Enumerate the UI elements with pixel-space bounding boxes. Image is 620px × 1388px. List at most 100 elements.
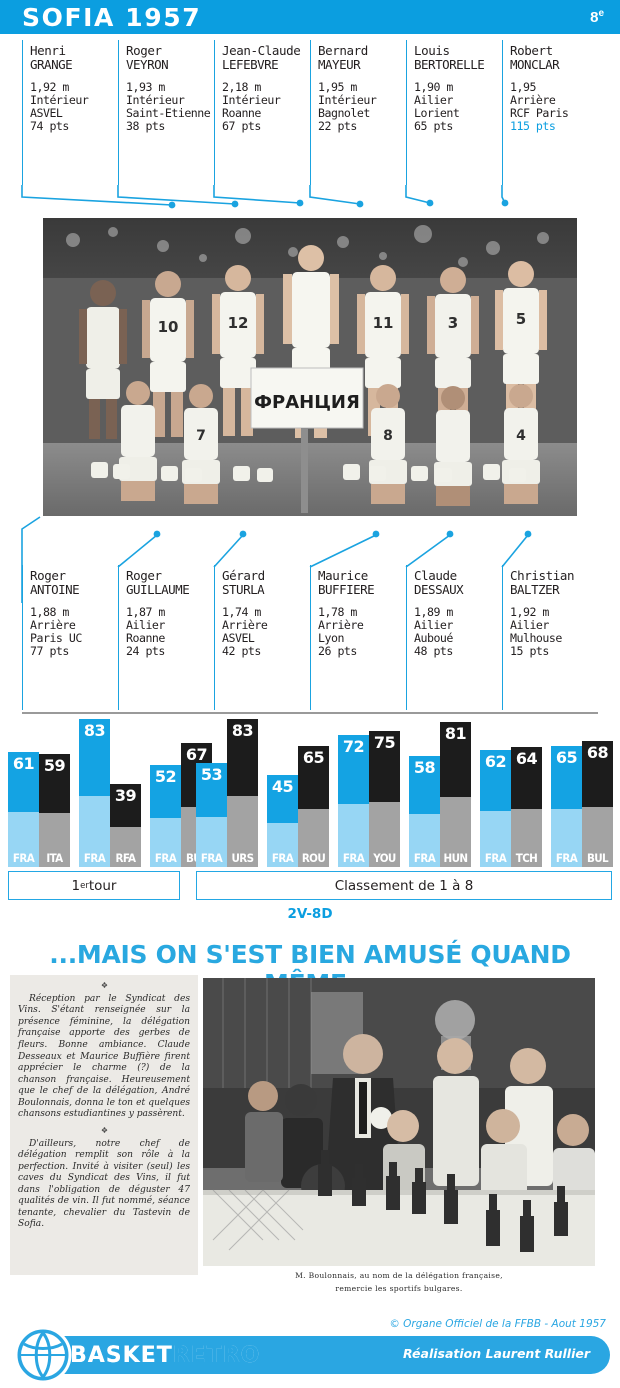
player-points: 15 pts — [510, 643, 549, 658]
bar-france: 72 FRA — [338, 735, 369, 867]
player-points: 26 pts — [318, 643, 357, 658]
bar-france: 61 FRA — [8, 752, 39, 867]
bar-country-code: FRA — [413, 851, 436, 865]
player-last-name: MONCLAR — [510, 57, 560, 72]
player-club: ASVEL — [30, 105, 63, 120]
photo-caption-line1: M. Boulonnais, au nom de la délégation f… — [295, 1271, 503, 1280]
bar-france: 58 FRA — [409, 756, 440, 867]
bar-value: 68 — [586, 743, 609, 762]
player-height: 1,89 m — [414, 605, 453, 619]
player-card: Gérard STURLA 1,74 m Arrière ASVEL 42 pts — [214, 565, 310, 710]
player-club: Lyon — [318, 630, 344, 645]
player-club: Paris UC — [30, 630, 82, 645]
bar-country-code: ITA — [46, 851, 63, 865]
player-height: 1,74 m — [222, 605, 261, 619]
bar-value: 61 — [12, 754, 35, 773]
page-header: SOFIA 1957 8e — [0, 0, 620, 34]
player-first-name: Maurice — [318, 568, 368, 583]
player-height: 1,78 m — [318, 605, 357, 619]
copyright-credit: © Organe Officiel de la FFBB - Aout 1957 — [389, 1318, 606, 1330]
bar-country-code: HUN — [443, 851, 469, 865]
bar-opponent: 83 URS — [227, 719, 258, 867]
player-club: Auboué — [414, 630, 453, 645]
photo-caption: M. Boulonnais, au nom de la délégation f… — [203, 1270, 595, 1296]
player-last-name: GRANGE — [30, 57, 73, 72]
bar-value: 83 — [83, 721, 106, 740]
basketball-logo-icon — [14, 1326, 72, 1384]
player-points: 48 pts — [414, 643, 453, 658]
bar-value: 45 — [271, 777, 294, 796]
player-position: Ailier — [414, 92, 453, 107]
player-card: Claude DESSAUX 1,89 m Ailier Auboué 48 pts — [406, 565, 502, 710]
bar-country-code: FRA — [83, 851, 106, 865]
bar-country-code: URS — [231, 851, 254, 865]
article-separator-1: ❖ — [100, 981, 108, 990]
svg-text:5: 5 — [516, 310, 526, 328]
player-height: 1,88 m — [30, 605, 69, 619]
match-bar-pair: 53 FRA 83 URS — [196, 719, 258, 867]
bar-france: 65 FRA — [551, 746, 582, 867]
player-points: 77 pts — [30, 643, 69, 658]
player-club: Bagnolet — [318, 105, 370, 120]
newspaper-article: ❖ Réception par le Syndicat des Vins. S'… — [10, 975, 198, 1275]
player-card: Roger VEYRON 1,93 m Intérieur Saint-Etienne 3… — [118, 40, 214, 185]
player-last-name: MAYEUR — [318, 57, 361, 72]
player-points: 24 pts — [126, 643, 165, 658]
bar-country-code: FRA — [154, 851, 177, 865]
brand-logo-text: BASKETRETRO — [70, 1343, 260, 1368]
footer-realisation: Réalisation Laurent Rullier — [403, 1346, 590, 1361]
player-last-name: BERTORELLE — [414, 57, 485, 72]
player-first-name: Jean-Claude — [222, 43, 301, 58]
player-last-name: LEFEBVRE — [222, 57, 279, 72]
player-club: Mulhouse — [510, 630, 562, 645]
chart-group-0: 61FRA59ITA83FRA39RFA52FRA67BUL — [8, 719, 221, 867]
bar-value: 75 — [373, 733, 396, 752]
player-first-name: Bernard — [318, 43, 368, 58]
player-first-name: Roger — [126, 43, 162, 58]
player-position: Intérieur — [30, 92, 89, 107]
player-last-name: DESSAUX — [414, 582, 464, 597]
match-bar-pair: 72 FRA 75 YOU — [338, 731, 400, 867]
country-banner: ФРАНЦИЯ — [250, 367, 364, 513]
player-position: Intérieur — [126, 92, 185, 107]
player-height: 1,92 m — [30, 80, 69, 94]
bar-opponent: 65 ROU — [298, 746, 329, 867]
player-points: 115 pts — [510, 118, 556, 133]
bar-country-code: TCH — [515, 851, 538, 865]
player-first-name: Henri — [30, 43, 66, 58]
player-club: Roanne — [222, 105, 261, 120]
player-points: 67 pts — [222, 118, 261, 133]
player-last-name: BUFFIERE — [318, 582, 375, 597]
brand-logo-basket: BASKET — [70, 1343, 173, 1368]
player-position: Ailier — [414, 617, 453, 632]
article-paragraph-1: Réception par le Syndicat des Vins. S'ét… — [18, 993, 190, 1120]
bar-value: 58 — [413, 758, 436, 777]
bar-country-code: FRA — [342, 851, 365, 865]
bar-opponent: 68 BUL — [582, 741, 613, 867]
player-first-name: Louis — [414, 43, 450, 58]
bar-value: 72 — [342, 737, 365, 756]
bar-opponent: 81 HUN — [440, 722, 471, 867]
svg-text:10: 10 — [158, 318, 179, 336]
match-bar-pair: 45 FRA 65 ROU — [267, 746, 329, 867]
bar-value: 67 — [185, 745, 208, 764]
team-photo-image: 10 12 1 — [43, 218, 577, 516]
player-card: Bernard MAYEUR 1,95 m Intérieur Bagnolet 22 p… — [310, 40, 406, 185]
player-points: 38 pts — [126, 118, 165, 133]
bar-country-code: RFA — [115, 851, 137, 865]
player-first-name: Roger — [30, 568, 66, 583]
player-position: Arrière — [510, 92, 556, 107]
player-first-name: Claude — [414, 568, 457, 583]
player-height: 1,95 — [510, 80, 536, 94]
player-position: Intérieur — [222, 92, 281, 107]
player-last-name: STURLA — [222, 582, 265, 597]
article-separator-2: ❖ — [100, 1125, 108, 1135]
player-height: 1,95 m — [318, 80, 357, 94]
footer-bar — [16, 1336, 610, 1374]
player-last-name: BALTZER — [510, 582, 560, 597]
bar-value: 65 — [302, 748, 325, 767]
chart-record-note: 2V-8D — [287, 906, 333, 922]
bar-country-code: ROU — [301, 851, 326, 865]
player-club: Saint-Etienne — [126, 105, 211, 120]
player-position: Arrière — [222, 617, 268, 632]
